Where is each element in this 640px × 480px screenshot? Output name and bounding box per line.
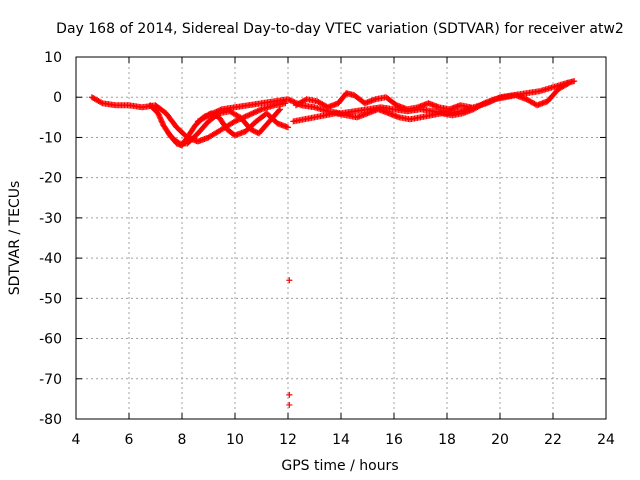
y-tick-label: 0	[53, 90, 62, 106]
data-point	[290, 98, 297, 105]
y-tick-label: 10	[44, 50, 62, 66]
data-point	[250, 127, 257, 134]
data-point	[285, 96, 291, 103]
data-point	[210, 109, 217, 116]
y-tick-label: -10	[39, 130, 62, 146]
data-point	[247, 111, 254, 118]
y-tick-label: -30	[39, 211, 62, 227]
data-point	[254, 108, 261, 115]
x-tick-label: 22	[544, 432, 562, 448]
data-point	[217, 106, 224, 113]
x-tick-label: 8	[178, 432, 187, 448]
outlier-point	[286, 391, 293, 398]
outlier-point	[286, 277, 293, 284]
data-point	[249, 110, 256, 117]
x-tick-label: 6	[125, 432, 134, 448]
data-point	[565, 80, 572, 87]
data-point	[214, 108, 221, 115]
y-tick-label: -50	[39, 291, 62, 307]
data-point	[245, 112, 252, 119]
data-point	[213, 108, 220, 115]
y-tick-label: -40	[39, 251, 62, 267]
chart-title: Day 168 of 2014, Sidereal Day-to-day VTE…	[56, 21, 624, 37]
data-point	[571, 78, 578, 85]
data-point	[251, 128, 258, 135]
x-tick-label: 12	[279, 432, 297, 448]
y-tick-label: -60	[39, 332, 62, 348]
data-point	[212, 109, 219, 116]
x-tick-labels: 4 6 8 10 12 14 16 18 20 22 24	[72, 432, 615, 448]
y-tick-label: -20	[39, 171, 62, 187]
data-point	[251, 109, 258, 116]
data-point	[232, 118, 238, 125]
y-tick-label: -70	[39, 372, 62, 388]
data-point	[255, 107, 262, 114]
data-point	[285, 124, 291, 131]
data-point	[564, 80, 571, 87]
data-point	[287, 97, 294, 104]
x-tick-label: 16	[385, 432, 403, 448]
y-tick-labels: -80 -70 -60 -50 -40 -30 -20 -10 0 10	[39, 50, 62, 428]
x-tick-label: 10	[226, 432, 244, 448]
data-point	[205, 112, 212, 119]
data-point	[253, 108, 260, 115]
data-point	[277, 106, 284, 113]
data-points	[88, 78, 578, 408]
data-point	[209, 110, 216, 117]
data-point	[246, 111, 253, 118]
data-point	[276, 107, 283, 114]
x-tick-label: 18	[438, 432, 456, 448]
data-point	[467, 104, 474, 111]
data-point	[206, 111, 213, 118]
axis-ticks	[75, 56, 607, 420]
data-point	[250, 109, 257, 116]
data-point	[98, 99, 105, 106]
data-point	[288, 98, 295, 105]
data-point	[204, 113, 211, 120]
data-point	[286, 96, 293, 103]
data-point	[479, 101, 486, 108]
x-tick-label: 24	[597, 432, 615, 448]
outlier-point	[286, 401, 293, 408]
data-point	[257, 106, 264, 113]
x-axis-label: GPS time / hours	[281, 458, 398, 474]
y-axis-label: SDTVAR / TECUs	[7, 181, 23, 296]
data-point	[242, 113, 249, 120]
y-tick-label: -80	[39, 412, 62, 428]
x-tick-label: 20	[491, 432, 509, 448]
data-point	[216, 107, 223, 114]
data-point	[233, 117, 240, 124]
data-point	[208, 111, 215, 118]
x-tick-label: 4	[72, 432, 81, 448]
data-point	[243, 112, 250, 119]
x-tick-label: 14	[332, 432, 350, 448]
